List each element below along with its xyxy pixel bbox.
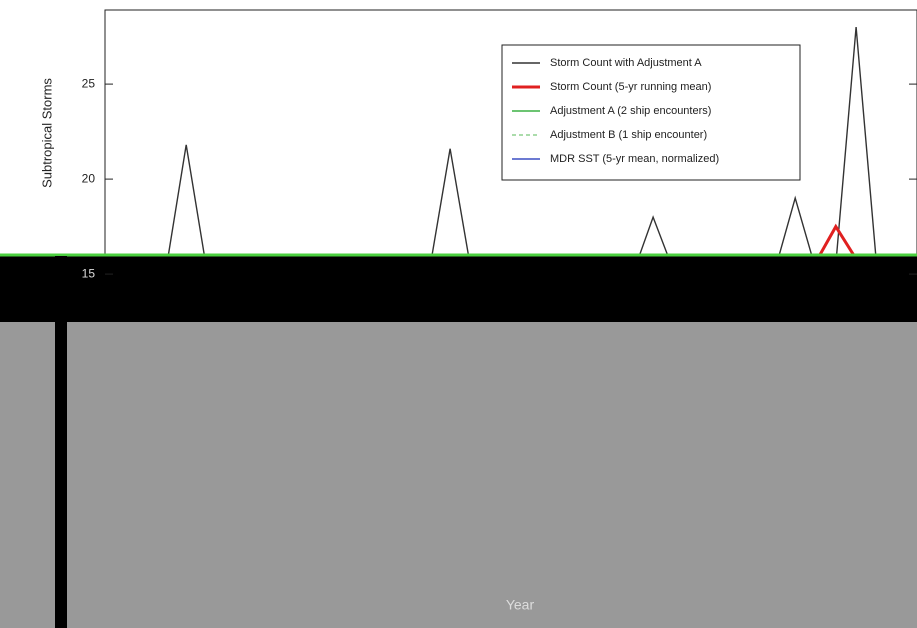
legend-items: Storm Count with Adjustment A Storm Count… [512,57,719,165]
glitch-strip [55,256,67,628]
y-tick-label: 20 [82,171,96,185]
series-layer [167,27,917,256]
legend-label: Adjustment B (1 ship encounter) [550,129,707,141]
legend [501,44,801,181]
y-tick-label: 15 [82,266,96,280]
x-axis-title: Year [506,597,535,613]
legend-label: Storm Count with Adjustment A [550,57,702,69]
legend-label: MDR SST (5-yr mean, normalized) [550,153,719,165]
glitch-panel [0,322,917,628]
series-line [167,27,877,256]
y-tick-label: 25 [82,76,96,90]
legend-label: Storm Count (5-yr running mean) [550,81,711,93]
series-line [817,223,857,256]
legend-label: Adjustment A (2 ship encounters) [550,105,711,117]
glitch-band [0,256,917,322]
y-axis-title: Subtropical Storms [39,78,54,188]
